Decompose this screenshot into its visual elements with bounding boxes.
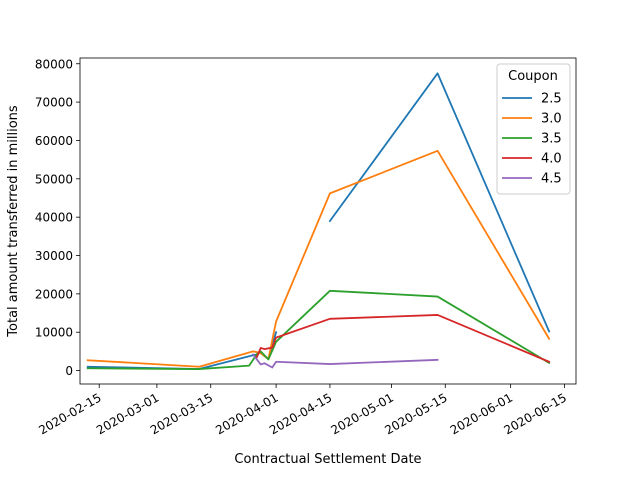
legend-label: 4.5	[541, 172, 562, 187]
y-tick-label: 50000	[35, 172, 73, 186]
y-tick-label: 60000	[35, 134, 73, 148]
y-tick-label: 30000	[35, 249, 73, 263]
series-line-4-5	[251, 353, 439, 369]
y-axis-label: Total amount transferred in millions	[6, 105, 21, 338]
y-tick-label: 40000	[35, 211, 73, 225]
y-tick-label: 20000	[35, 287, 73, 301]
legend: Coupon 2.5 3.0 3.5 4.0 4.5	[496, 63, 571, 195]
legend-box	[496, 63, 571, 195]
legend-label: 2.5	[541, 92, 562, 107]
series-line-4-0	[255, 314, 551, 363]
legend-title: Coupon	[508, 69, 558, 84]
y-axis: 0 10000 20000 30000 40000 50000 60000 70000 8000…	[35, 57, 80, 378]
y-tick-label: 70000	[35, 96, 73, 110]
y-tick-label: 80000	[35, 57, 73, 71]
legend-label: 4.0	[541, 152, 562, 167]
plot-frame	[79, 57, 577, 385]
y-tick-label: 10000	[35, 326, 73, 340]
x-axis-label: Contractual Settlement Date	[234, 452, 421, 467]
series-line-3-5	[86, 289, 551, 370]
legend-label: 3.0	[541, 112, 562, 127]
series-lines	[86, 72, 551, 370]
legend-label: 3.5	[541, 132, 562, 147]
y-tick-label: 0	[65, 364, 73, 378]
